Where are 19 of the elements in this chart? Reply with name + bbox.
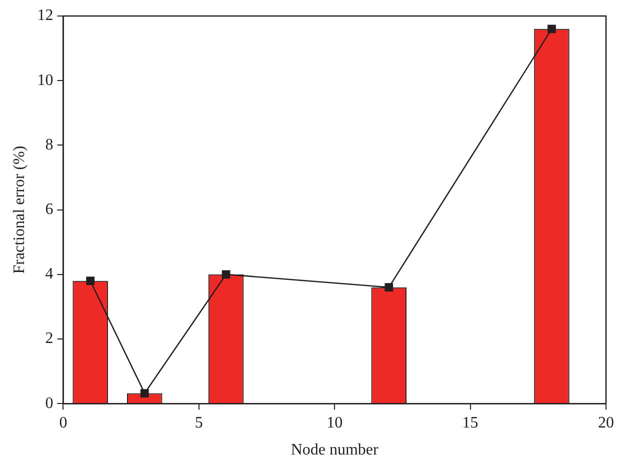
point	[86, 276, 95, 286]
y-tick-label: 10	[37, 72, 54, 89]
x-tick-label: 0	[59, 414, 68, 432]
y-tick-label: 2	[45, 330, 54, 348]
point	[548, 24, 556, 34]
y-axis-title: Fractional error (%)	[10, 146, 28, 274]
point	[222, 270, 230, 279]
y-tick-label: 8	[45, 136, 54, 154]
y-tick-label: 4	[45, 266, 54, 283]
x-tick-label: 10	[326, 414, 343, 432]
x-tick-label: 5	[194, 414, 203, 432]
point	[140, 389, 149, 398]
y-tick-label: 12	[37, 7, 54, 24]
point	[384, 283, 394, 292]
y-tick-label: 0	[45, 394, 54, 412]
y-tick-label: 6	[45, 201, 54, 218]
x-tick-label: 20	[598, 414, 614, 432]
x-tick-label: 15	[462, 414, 478, 432]
x-axis-title: Node number	[290, 442, 380, 459]
